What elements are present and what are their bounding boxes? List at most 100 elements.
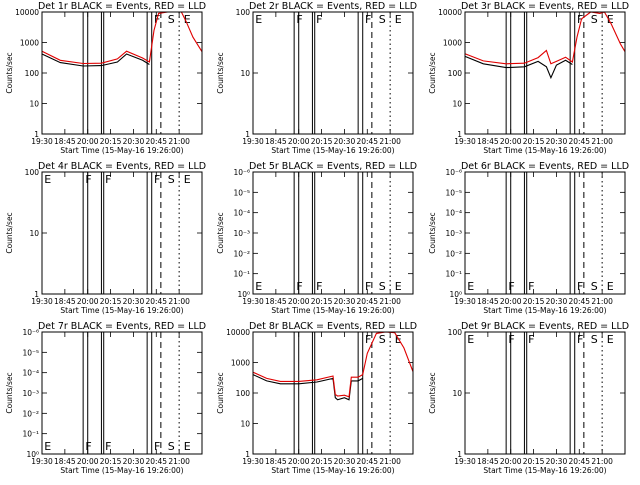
x-tick-label: 21:00 [168,137,190,146]
event-marker-label: E [44,440,51,453]
y-tick-label: 10⁻² [233,249,250,258]
event-marker-label: E [184,440,191,453]
panel-title: Det 6r BLACK = Events, RED = LLD [461,161,629,172]
y-tick-label: 1 [34,130,39,139]
x-tick-label: 21:00 [379,457,401,466]
y-axis-label: Counts/sec [216,372,225,413]
y-tick-label: 1000 [231,359,250,368]
panel-title: Det 7r BLACK = Events, RED = LLD [38,321,206,332]
event-marker-label: F [577,13,583,26]
x-tick-label: 19:30 [454,137,476,146]
y-tick-label: 10 [29,100,39,109]
event-marker-label: F [365,280,371,293]
x-tick-label: 20:30 [123,457,145,466]
x-tick-label: 19:30 [242,457,264,466]
series-events-line [41,53,150,67]
x-tick-label: 20:30 [123,297,145,306]
x-tick-label: 20:45 [356,457,378,466]
y-axis-label: Counts/sec [5,212,14,253]
y-axis-label: Counts/sec [5,52,14,93]
event-marker-label: E [467,333,474,346]
y-tick-label: 10000 [226,328,250,337]
panel-title: Det 5r BLACK = Events, RED = LLD [249,161,417,172]
y-tick-label: 10⁻¹ [445,270,462,279]
event-marker-label: E [395,13,402,26]
x-tick-label: 21:00 [591,137,613,146]
x-tick-label: 18:45 [265,137,287,146]
x-tick-label: 20:15 [311,457,333,466]
panel-7: Det 7r BLACK = Events, RED = LLD 10⁰ 10⁻¹ 1… [5,321,206,475]
event-marker-label: F [528,280,534,293]
event-marker-label: F [154,173,160,186]
x-tick-label: 20:15 [311,297,333,306]
x-tick-label: 20:45 [145,457,167,466]
y-tick-label: 1000 [20,39,39,48]
panel-2: Det 2r BLACK = Events, RED = LLD 1 10 100 19… [216,1,417,155]
y-tick-label: 10⁻¹ [22,430,39,439]
event-marker-label: S [379,280,386,293]
panel-title: Det 9r BLACK = Events, RED = LLD [461,321,629,332]
x-axis-label: Start Time (15-May-16 19:26:00) [60,146,183,155]
panel-8: Det 8r BLACK = Events, RED = LLD 1 10 100 10… [216,321,417,475]
panel-title: Det 4r BLACK = Events, RED = LLD [38,161,206,172]
x-tick-label: 20:30 [123,137,145,146]
y-tick-label: 10⁻⁵ [22,348,39,357]
y-tick-label: 10⁻⁴ [233,209,250,218]
x-tick-label: 19:30 [31,457,53,466]
x-tick-label: 20:45 [145,137,167,146]
y-tick-label: 100 [236,389,251,398]
panel-6: Det 6r BLACK = Events, RED = LLD 10⁰ 10⁻¹ 1… [428,161,629,315]
y-tick-label: 1000 [443,39,462,48]
x-tick-label: 20:00 [288,137,310,146]
y-tick-label: 10⁻⁵ [445,188,462,197]
plot-frame [252,11,414,135]
plot-frame [252,171,414,295]
y-tick-label: 10000 [15,8,39,17]
event-marker-label: E [44,173,51,186]
y-tick-label: 1 [245,450,250,459]
y-tick-label: 10⁻³ [445,229,462,238]
panel-title: Det 1r BLACK = Events, RED = LLD [38,1,206,12]
x-tick-label: 21:00 [379,137,401,146]
x-axis-label: Start Time (15-May-16 19:26:00) [60,306,183,315]
x-tick-label: 19:30 [454,297,476,306]
plot-frame [41,11,203,135]
panel-title: Det 8r BLACK = Events, RED = LLD [249,321,417,332]
x-axis-label: Start Time (15-May-16 19:26:00) [271,306,394,315]
y-tick-label: 10⁰ [449,290,462,299]
x-tick-label: 21:00 [168,457,190,466]
event-marker-label: S [168,13,175,26]
x-tick-label: 20:45 [356,297,378,306]
y-axis-label: Counts/sec [428,52,437,93]
event-marker-label: E [395,280,402,293]
x-tick-label: 20:00 [77,137,99,146]
y-tick-label: 10 [240,420,250,429]
event-marker-label: S [591,13,598,26]
x-axis-label: Start Time (15-May-16 19:26:00) [483,466,606,475]
x-tick-label: 20:00 [500,457,522,466]
x-tick-label: 20:15 [523,137,545,146]
y-tick-label: 1 [457,450,462,459]
y-tick-label: 100 [448,69,463,78]
x-tick-label: 20:15 [100,457,122,466]
y-axis-label: Counts/sec [216,52,225,93]
x-tick-label: 19:30 [242,137,264,146]
x-tick-label: 20:30 [334,137,356,146]
event-marker-label: F [365,333,371,346]
x-tick-label: 18:45 [54,457,76,466]
plot-frame [41,331,203,455]
event-marker-label: E [255,280,262,293]
event-marker-label: S [591,280,598,293]
series-lld-line [252,331,414,398]
event-marker-label: F [85,440,91,453]
y-tick-label: 10⁻⁶ [445,168,462,177]
y-tick-label: 10⁻² [445,249,462,258]
x-tick-label: 19:30 [31,297,53,306]
y-tick-label: 10⁻⁶ [233,168,250,177]
panel-4: Det 4r BLACK = Events, RED = LLD 1 10 100 19… [5,161,206,315]
x-tick-label: 21:00 [591,457,613,466]
y-tick-label: 100 [236,8,251,17]
x-tick-label: 20:15 [523,457,545,466]
y-tick-label: 1 [457,130,462,139]
